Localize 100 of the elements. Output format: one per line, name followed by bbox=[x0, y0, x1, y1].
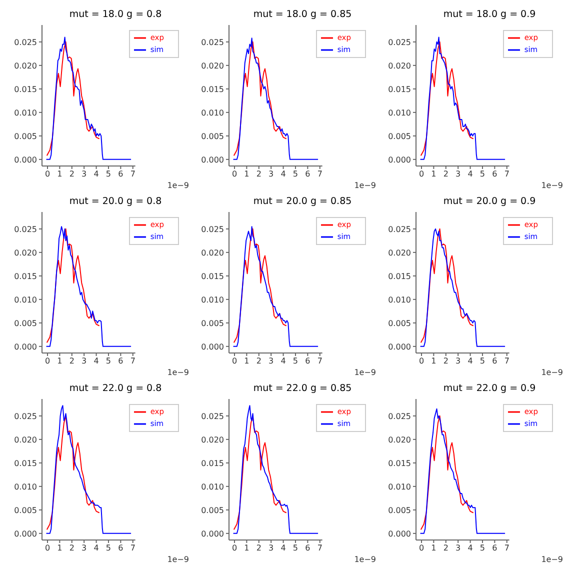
line-series bbox=[420, 228, 474, 344]
chart-title: mut = 20.0 g = 0.85 bbox=[252, 195, 353, 209]
y-tick-label: 0.005 bbox=[388, 318, 411, 328]
line-series bbox=[232, 226, 319, 347]
y-tick-label: 0.015 bbox=[201, 458, 224, 468]
x-tick-label: 1 bbox=[431, 170, 436, 179]
x-tick-label: 6 bbox=[492, 544, 498, 553]
x-tick-label: 0 bbox=[418, 544, 424, 553]
x-tick-label: 7 bbox=[130, 356, 136, 366]
text: 1e−9 bbox=[354, 181, 376, 190]
y-tick-label: 0.000 bbox=[388, 155, 411, 164]
x-tick-label: 6 bbox=[305, 544, 310, 553]
x-tick-label: 2 bbox=[256, 544, 262, 553]
y-tick-label: 0.010 bbox=[14, 482, 37, 492]
y-tick-label: 0.010 bbox=[388, 295, 411, 304]
chart-title: mut = 18.0 g = 0.9 bbox=[442, 8, 537, 22]
x-tick-label: 1 bbox=[57, 544, 62, 553]
y-tick-label: 0.025 bbox=[388, 224, 411, 234]
y-tick-label: 0.025 bbox=[388, 38, 411, 47]
y-tick-label: 0.025 bbox=[14, 412, 37, 421]
y-tick-label: 0.025 bbox=[388, 412, 411, 421]
x-tick-label: 1 bbox=[57, 356, 62, 366]
x-tick-label: 3 bbox=[456, 356, 461, 366]
x-tick-label: 6 bbox=[492, 170, 498, 179]
text: 1e−9 bbox=[541, 368, 563, 377]
x-tick-label: 6 bbox=[492, 356, 498, 366]
x-tick-label: 7 bbox=[317, 356, 322, 366]
chart-title: mut = 22.0 g = 0.9 bbox=[442, 382, 537, 396]
y-tick-label: 0.010 bbox=[14, 295, 37, 304]
y-tick-label: 0.015 bbox=[201, 272, 224, 281]
x-tick-label: 4 bbox=[94, 356, 99, 366]
x-tick-label: 2 bbox=[443, 170, 448, 179]
text: 1e−9 bbox=[167, 368, 189, 377]
chart-title: mut = 20.0 g = 0.9 bbox=[442, 195, 537, 209]
x-tick-label: 7 bbox=[130, 170, 136, 179]
line-series bbox=[232, 38, 319, 160]
y-tick-label: 0.000 bbox=[201, 155, 224, 164]
x-tick-label: 2 bbox=[256, 170, 262, 179]
x-tick-label: 1 bbox=[431, 544, 436, 553]
y-tick-label: 0.025 bbox=[201, 224, 224, 234]
x-tick-label: 1 bbox=[244, 356, 250, 366]
text: 1e−9 bbox=[541, 555, 563, 564]
y-tick-label: 0.000 bbox=[201, 342, 224, 352]
line-series bbox=[46, 36, 132, 160]
x-tick-label: 5 bbox=[292, 356, 298, 366]
x-tick-label: 4 bbox=[94, 170, 99, 179]
line-series bbox=[233, 41, 287, 156]
chart-title: mut = 18.0 g = 0.85 bbox=[252, 8, 353, 22]
x-tick-label: 1 bbox=[244, 544, 250, 553]
x-tick-label: 0 bbox=[418, 170, 424, 179]
y-tick-label: 0.010 bbox=[388, 108, 411, 118]
y-tick-label: 0.005 bbox=[388, 506, 411, 515]
y-tick-label: 0.020 bbox=[388, 61, 411, 70]
text: 1e−9 bbox=[354, 368, 376, 377]
y-tick-label: 0.000 bbox=[201, 529, 224, 538]
y-tick-label: 0.005 bbox=[201, 132, 224, 141]
y-tick-label: 0.010 bbox=[201, 295, 224, 304]
y-tick-label: 0.000 bbox=[388, 342, 411, 352]
chart-title: mut = 22.0 g = 0.85 bbox=[252, 382, 353, 396]
y-tick-label: 0.025 bbox=[201, 38, 224, 47]
x-tick-label: 2 bbox=[443, 544, 448, 553]
x-tick-label: 7 bbox=[130, 544, 136, 553]
x-tick-label: 3 bbox=[456, 544, 461, 553]
y-tick-label: 0.005 bbox=[388, 132, 411, 141]
y-tick-label: 0.025 bbox=[201, 412, 224, 421]
line-series bbox=[420, 408, 506, 534]
y-tick-label: 0.000 bbox=[14, 155, 37, 164]
x-tick-label: 1 bbox=[244, 170, 250, 179]
x-tick-label: 6 bbox=[305, 356, 310, 366]
x-tick-label: 5 bbox=[480, 170, 486, 179]
text: 1e−9 bbox=[354, 555, 376, 564]
y-tick-label: 0.005 bbox=[14, 506, 37, 515]
x-tick-label: 6 bbox=[118, 544, 124, 553]
x-tick-label: 0 bbox=[232, 170, 238, 179]
y-tick-label: 0.010 bbox=[388, 482, 411, 492]
x-tick-label: 4 bbox=[280, 544, 286, 553]
y-tick-label: 0.015 bbox=[14, 458, 37, 468]
x-tick-label: 5 bbox=[480, 356, 486, 366]
line-series bbox=[46, 226, 132, 347]
x-tick-label: 0 bbox=[232, 356, 238, 366]
x-tick-label: 0 bbox=[44, 356, 50, 366]
chart-title: mut = 18.0 g = 0.8 bbox=[68, 8, 163, 22]
x-tick-label: 5 bbox=[292, 544, 298, 553]
x-tick-label: 6 bbox=[118, 356, 124, 366]
line-series bbox=[420, 415, 474, 530]
y-tick-label: 0.010 bbox=[201, 482, 224, 492]
x-tick-label: 3 bbox=[268, 356, 274, 366]
x-tick-label: 6 bbox=[118, 170, 124, 179]
x-tick-label: 7 bbox=[504, 170, 510, 179]
y-tick-label: 0.015 bbox=[201, 84, 224, 94]
x-tick-label: 0 bbox=[44, 544, 50, 553]
y-tick-label: 0.015 bbox=[14, 272, 37, 281]
x-tick-label: 3 bbox=[456, 170, 461, 179]
y-tick-label: 0.015 bbox=[388, 272, 411, 281]
y-tick-label: 0.005 bbox=[201, 318, 224, 328]
line-series bbox=[46, 405, 132, 534]
x-tick-label: 4 bbox=[468, 356, 473, 366]
x-tick-label: 7 bbox=[317, 170, 322, 179]
x-tick-label: 0 bbox=[418, 356, 424, 366]
y-tick-label: 0.020 bbox=[201, 435, 224, 444]
